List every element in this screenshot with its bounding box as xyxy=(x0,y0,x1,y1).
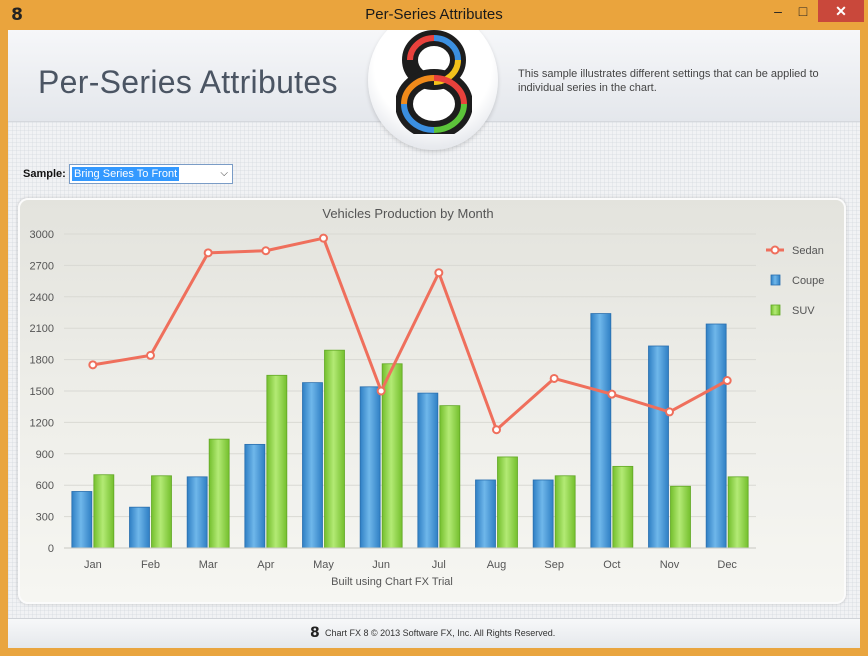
chevron-down-icon[interactable]: ⌵ xyxy=(220,168,228,179)
bar-suv[interactable] xyxy=(727,476,749,549)
sample-dropdown-value: Bring Series To Front xyxy=(72,167,180,181)
bar-suv[interactable] xyxy=(151,475,172,549)
point-sedan[interactable] xyxy=(722,376,732,386)
bar-coupe[interactable] xyxy=(475,479,496,549)
x-tick-label: Jan xyxy=(84,559,102,571)
bar-suv[interactable] xyxy=(670,485,691,549)
x-tick-label: Sep xyxy=(544,559,564,571)
x-tick-label: Jun xyxy=(372,559,390,571)
legend-label-suv[interactable]: SUV xyxy=(792,305,815,317)
bar-suv[interactable] xyxy=(324,349,345,549)
bar-suv[interactable] xyxy=(93,474,115,549)
chart: Vehicles Production by Month Built using… xyxy=(30,206,825,588)
point-sedan[interactable] xyxy=(665,407,674,417)
bar-coupe[interactable] xyxy=(590,313,612,549)
x-tick-label: Feb xyxy=(141,559,160,571)
legend-label-coupe[interactable]: Coupe xyxy=(792,275,824,287)
bar-suv[interactable] xyxy=(208,438,230,549)
y-tick-label: 2100 xyxy=(30,323,54,335)
title-bar[interactable]: 8 Per-Series Attributes – □ ✕ xyxy=(0,0,868,30)
bar-coupe[interactable] xyxy=(648,345,669,549)
x-tick-label: Aug xyxy=(487,559,507,571)
chartfx-8-logo-icon: 8 xyxy=(310,625,320,641)
y-tick-label: 3000 xyxy=(30,229,54,241)
minimize-button[interactable]: – xyxy=(774,3,782,19)
y-tick-label: 900 xyxy=(36,449,54,461)
x-tick-label: Oct xyxy=(603,559,620,571)
page-title: Per-Series Attributes xyxy=(38,64,338,100)
bar-coupe[interactable] xyxy=(129,506,150,549)
chartfx-8-logo-icon: 8 xyxy=(11,5,23,25)
bar-suv[interactable] xyxy=(497,456,518,549)
legend-swatch-coupe xyxy=(770,274,781,286)
point-sedan[interactable] xyxy=(203,248,213,258)
point-sedan[interactable] xyxy=(434,268,444,278)
bar-coupe[interactable] xyxy=(532,479,554,549)
y-tick-label: 600 xyxy=(36,480,54,492)
maximize-button[interactable]: □ xyxy=(798,3,808,19)
legend-label-sedan[interactable]: Sedan xyxy=(792,245,824,257)
sample-description: This sample illustrates different settin… xyxy=(518,68,819,94)
bar-coupe[interactable] xyxy=(244,443,266,549)
footer-bar: 8 Chart FX 8 © 2013 Software FX, Inc. Al… xyxy=(8,618,860,648)
bar-suv[interactable] xyxy=(612,465,634,549)
point-sedan[interactable] xyxy=(319,233,328,243)
point-sedan[interactable] xyxy=(261,246,271,256)
bar-suv[interactable] xyxy=(439,405,461,549)
client-area: Per-Series Attributes This sample illust… xyxy=(8,30,860,648)
close-button[interactable]: ✕ xyxy=(818,0,864,22)
bar-suv[interactable] xyxy=(554,475,576,549)
legend-marker-sedan xyxy=(770,245,780,255)
bar-coupe[interactable] xyxy=(302,382,323,549)
bar-suv[interactable] xyxy=(266,374,288,549)
bar-coupe[interactable] xyxy=(705,323,727,549)
point-sedan[interactable] xyxy=(88,360,98,370)
y-tick-label: 1200 xyxy=(30,417,54,429)
point-sedan[interactable] xyxy=(549,373,559,383)
bar-coupe[interactable] xyxy=(359,386,381,549)
bar-coupe[interactable] xyxy=(71,491,93,549)
point-sedan[interactable] xyxy=(607,389,617,399)
sample-label: Sample: xyxy=(23,168,66,180)
chart-title: Vehicles Production by Month xyxy=(322,206,493,221)
legend-swatch-suv xyxy=(770,304,781,316)
x-tick-label: Jul xyxy=(432,559,446,571)
x-tick-label: May xyxy=(313,559,334,571)
y-tick-label: 2400 xyxy=(30,292,54,304)
y-tick-label: 300 xyxy=(36,512,54,524)
chart-panel: Vehicles Production by Month Built using… xyxy=(18,198,846,604)
x-tick-label: Mar xyxy=(199,559,218,571)
bar-coupe[interactable] xyxy=(417,392,439,549)
x-tick-label: Dec xyxy=(717,559,737,571)
series-line-sedan[interactable] xyxy=(92,236,728,432)
copyright-text: Chart FX 8 © 2013 Software FX, Inc. All … xyxy=(325,628,556,638)
sample-dropdown[interactable]: Bring Series To Front ⌵ xyxy=(69,164,233,184)
bar-coupe[interactable] xyxy=(186,476,208,549)
chart-footnote: Built using Chart FX Trial xyxy=(331,576,453,588)
y-tick-label: 2700 xyxy=(30,260,54,272)
chartfx-8-logo-icon xyxy=(396,30,472,134)
point-sedan[interactable] xyxy=(376,386,386,396)
x-tick-label: Nov xyxy=(660,559,680,571)
point-sedan[interactable] xyxy=(492,425,501,435)
header-banner: Per-Series Attributes This sample illust… xyxy=(8,30,860,122)
y-tick-label: 0 xyxy=(48,543,54,555)
y-tick-label: 1800 xyxy=(30,355,54,367)
point-sedan[interactable] xyxy=(146,350,155,360)
y-tick-label: 1500 xyxy=(30,386,54,398)
window-title: Per-Series Attributes xyxy=(365,6,503,23)
x-tick-label: Apr xyxy=(257,559,274,571)
